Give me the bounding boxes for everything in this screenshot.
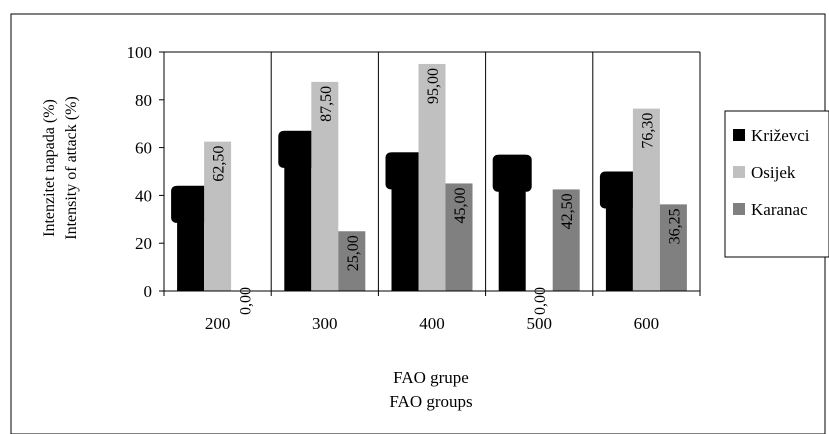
bar-karanac-600 <box>659 204 687 291</box>
data-labels: 62,50 87,50 95,00 0,00 76,30 0,00 25,00 45,00 42… <box>211 68 684 315</box>
bar-cap-krizevci-200 <box>171 185 211 223</box>
bar-karanac-400 <box>445 183 473 291</box>
data-label-osijek-500: 0,00 <box>532 287 549 315</box>
x-axis-label-line2: FAO groups <box>389 392 472 411</box>
bar-karanac-300 <box>338 231 366 291</box>
legend-swatch-križevci <box>733 129 745 141</box>
data-label-osijek-300: 87,50 <box>318 86 335 122</box>
bar-cap-krizevci-400 <box>385 152 425 190</box>
data-label-karanac-300: 25,00 <box>345 235 362 271</box>
bar-osijek-200 <box>204 141 232 291</box>
bars <box>171 63 687 292</box>
bar-osijek-400 <box>418 63 446 292</box>
data-label-osijek-600: 76,30 <box>639 113 656 149</box>
legend-label: Karanac <box>751 200 808 219</box>
bar-osijek-300 <box>311 81 339 291</box>
axes <box>159 51 701 296</box>
bar-cap-krizevci-300 <box>278 130 318 168</box>
x-tick-label: 300 <box>312 314 338 333</box>
x-tick-label: 400 <box>419 314 445 333</box>
y-axis-label-line2: Intensity of attack (%) <box>63 96 80 240</box>
bar-karanac-500 <box>552 189 580 291</box>
legend-swatch-osijek <box>733 166 745 178</box>
x-tick-label: 600 <box>634 314 660 333</box>
data-label-karanac-400: 45,00 <box>452 187 469 223</box>
bar-cap-krizevci-600 <box>599 171 639 209</box>
y-axis-label-line1: Intenzitet napada (%) <box>41 99 58 237</box>
data-label-karanac-200: 0,00 <box>238 287 255 315</box>
x-tick-label: 500 <box>526 314 552 333</box>
tick-labels: 0 20 40 60 80 100 200 300 400 500 600 <box>127 43 660 333</box>
data-label-karanac-500: 42,50 <box>559 193 576 229</box>
data-label-osijek-400: 95,00 <box>425 68 442 104</box>
y-tick-label: 0 <box>144 282 153 301</box>
x-axis-label-line1: FAO grupe <box>393 368 469 387</box>
data-label-karanac-600: 36,25 <box>666 208 683 244</box>
bar-osijek-600 <box>632 108 660 291</box>
y-tick-label: 100 <box>127 43 153 62</box>
y-tick-label: 40 <box>135 186 152 205</box>
y-tick-label: 60 <box>135 139 152 158</box>
grid-lines <box>164 51 701 291</box>
y-tick-label: 20 <box>135 234 152 253</box>
bar-cap-krizevci-500 <box>492 154 532 192</box>
legend: Križevci Osijek Karanac <box>724 110 829 258</box>
y-tick-label: 80 <box>135 91 152 110</box>
legend-label: Osijek <box>751 163 796 182</box>
x-tick-label: 200 <box>205 314 231 333</box>
data-label-osijek-200: 62,50 <box>211 146 228 182</box>
legend-label: Križevci <box>751 126 810 145</box>
legend-swatch-karanac <box>733 203 745 215</box>
